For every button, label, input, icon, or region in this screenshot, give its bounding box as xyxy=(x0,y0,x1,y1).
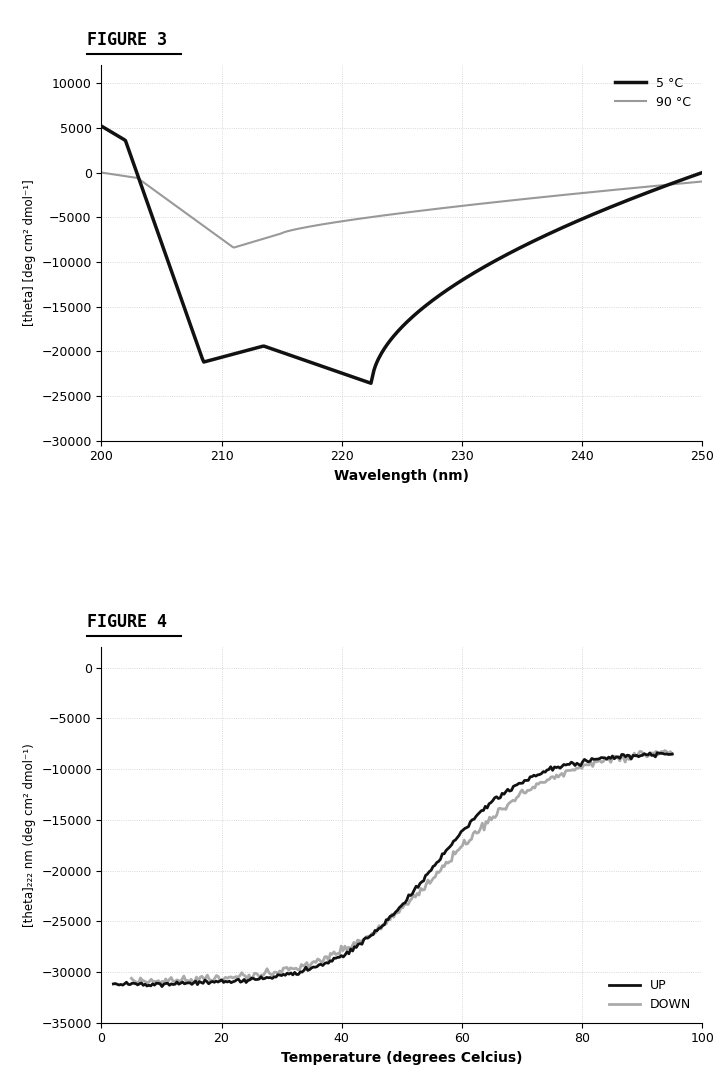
Text: FIGURE 3: FIGURE 3 xyxy=(87,30,167,49)
Legend: 5 °C, 90 °C: 5 °C, 90 °C xyxy=(610,72,696,114)
Y-axis label: [theta]₂₂₂ nm (deg cm² dmol⁻¹): [theta]₂₂₂ nm (deg cm² dmol⁻¹) xyxy=(22,743,35,927)
X-axis label: Temperature (degrees Celcius): Temperature (degrees Celcius) xyxy=(281,1051,523,1065)
Text: FIGURE 4: FIGURE 4 xyxy=(87,613,167,631)
Y-axis label: [theta] [deg cm² dmol⁻¹]: [theta] [deg cm² dmol⁻¹] xyxy=(22,180,35,326)
Legend: UP, DOWN: UP, DOWN xyxy=(604,974,696,1016)
X-axis label: Wavelength (nm): Wavelength (nm) xyxy=(334,469,469,483)
